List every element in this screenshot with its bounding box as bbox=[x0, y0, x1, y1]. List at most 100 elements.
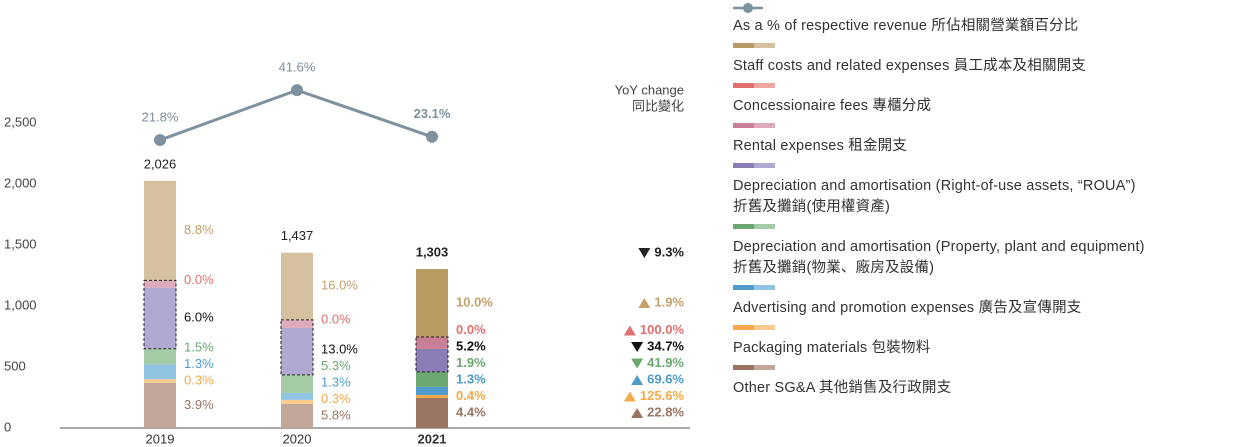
bar-segment bbox=[281, 403, 313, 428]
y-tick-label: 1,000 bbox=[4, 297, 37, 312]
share-label: 0.3% bbox=[184, 372, 214, 387]
share-label: 4.4% bbox=[456, 404, 486, 419]
legend-entry: Depreciation and amortisation (Right-of-… bbox=[733, 163, 1253, 218]
yoy-label: 69.6% bbox=[647, 371, 684, 386]
bar-segment bbox=[416, 371, 448, 387]
share-label: 5.3% bbox=[321, 358, 351, 373]
bar-segment bbox=[281, 252, 313, 320]
x-tick-label: 2020 bbox=[283, 431, 312, 446]
swatch-light bbox=[754, 325, 775, 330]
bar-segment bbox=[144, 382, 176, 428]
y-tick-label: 0 bbox=[4, 419, 11, 434]
bar-segment bbox=[281, 399, 313, 404]
legend-marker bbox=[733, 2, 1253, 14]
bar-segment bbox=[281, 319, 313, 328]
legend-entry: Advertising and promotion expenses 廣告及宣傳… bbox=[733, 285, 1253, 319]
swatch-light bbox=[754, 163, 775, 168]
swatch-dark bbox=[733, 325, 754, 330]
total-label: 1,437 bbox=[281, 228, 314, 243]
yoy-arrow bbox=[623, 325, 636, 336]
legend-swatch bbox=[733, 163, 1253, 168]
yoy-arrow bbox=[631, 407, 644, 418]
share-label: 1.9% bbox=[456, 355, 486, 370]
yoy-title: YoY change bbox=[615, 82, 684, 97]
legend-entry: Packaging materials 包裝物料 bbox=[733, 325, 1253, 359]
share-label: 1.3% bbox=[184, 356, 214, 371]
legend-label: Staff costs and related expenses 員工成本及相關… bbox=[733, 58, 1087, 74]
yoy-label: 41.9% bbox=[647, 355, 684, 370]
bar-segment bbox=[416, 386, 448, 395]
bar-segment bbox=[416, 269, 448, 337]
yoy-arrow bbox=[638, 298, 651, 309]
swatch-light bbox=[754, 224, 775, 229]
share-label: 0.0% bbox=[321, 311, 351, 326]
highlight-box bbox=[280, 319, 314, 376]
legend-swatch bbox=[733, 43, 1253, 48]
x-tick-label: 2021 bbox=[418, 431, 447, 446]
legend-entry: Other SG&A 其他銷售及行政開支 bbox=[733, 365, 1253, 399]
line-point bbox=[426, 130, 438, 143]
y-tick-label: 1,500 bbox=[4, 236, 37, 251]
legend-label: Depreciation and amortisation (Right-of-… bbox=[733, 178, 1136, 215]
x-tick-label: 2019 bbox=[146, 431, 175, 446]
bar-segment bbox=[416, 397, 448, 428]
swatch-light bbox=[754, 285, 775, 290]
line bbox=[159, 88, 433, 142]
yoy-label: 125.6% bbox=[640, 388, 685, 403]
bar-segment bbox=[144, 287, 176, 349]
yoy-label: 34.7% bbox=[647, 338, 684, 353]
bar-segment bbox=[144, 180, 176, 281]
legend-label: Depreciation and amortisation (Property,… bbox=[733, 239, 1145, 276]
share-label: 5.8% bbox=[321, 407, 351, 422]
legend-line-icon bbox=[733, 3, 763, 13]
bar-segment bbox=[281, 392, 313, 400]
share-label: 13.0% bbox=[321, 341, 358, 356]
y-tick-label: 2,000 bbox=[4, 175, 37, 190]
bar-segment bbox=[144, 280, 176, 288]
chart: 0 500 1,000 1,500 2,000 2,500 2019 2,026 3.9% 0.3… bbox=[4, 60, 690, 446]
share-label: 0.0% bbox=[456, 322, 486, 337]
share-label: 16.0% bbox=[321, 278, 358, 293]
legend-label: Other SG&A 其他銷售及行政開支 bbox=[733, 380, 952, 396]
share-label: 1.3% bbox=[456, 371, 486, 386]
swatch-dark bbox=[733, 224, 754, 229]
yoy-arrow bbox=[638, 248, 651, 259]
swatch-dark bbox=[733, 163, 754, 168]
highlight-box bbox=[415, 336, 449, 373]
yoy-arrow bbox=[631, 341, 644, 352]
y-tick-label: 2,500 bbox=[4, 114, 37, 129]
share-label: 6.0% bbox=[184, 310, 214, 325]
total-label: 1,303 bbox=[416, 244, 449, 259]
yoy-arrow bbox=[631, 358, 644, 369]
legend-entry: Staff costs and related expenses 員工成本及相關… bbox=[733, 43, 1253, 77]
bar-segment bbox=[144, 348, 176, 365]
yoy-arrow bbox=[623, 391, 636, 402]
legend-swatch bbox=[733, 123, 1253, 128]
swatch-dark bbox=[733, 285, 754, 290]
bar-segment bbox=[144, 364, 176, 380]
bar-segment bbox=[416, 348, 448, 372]
share-label: 1.5% bbox=[184, 339, 214, 354]
bar-segment bbox=[281, 374, 313, 393]
legend-entry: As a % of respective revenue 所佔相關營業額百分比 bbox=[733, 2, 1253, 37]
legend-label: As a % of respective revenue 所佔相關營業額百分比 bbox=[733, 18, 1079, 34]
share-label: 1.3% bbox=[321, 374, 351, 389]
bar-segment bbox=[416, 336, 448, 349]
y-tick-label: 500 bbox=[4, 358, 26, 373]
legend-label: Rental expenses 租金開支 bbox=[733, 138, 908, 154]
line-point bbox=[154, 134, 166, 147]
legend-entry: Rental expenses 租金開支 bbox=[733, 123, 1253, 157]
legend: As a % of respective revenue 所佔相關營業額百分比 S… bbox=[733, 2, 1253, 405]
legend-label: Concessionaire fees 專櫃分成 bbox=[733, 98, 932, 114]
yoy-label: 100.0% bbox=[640, 322, 685, 337]
swatch-light bbox=[754, 83, 775, 88]
yoy-label: 22.8% bbox=[647, 404, 684, 419]
line-label: 41.6% bbox=[279, 60, 316, 75]
bar-segment bbox=[416, 394, 448, 398]
legend-swatch bbox=[733, 285, 1253, 290]
legend-swatch bbox=[733, 224, 1253, 229]
bar-segment bbox=[144, 379, 176, 383]
total-label: 2,026 bbox=[144, 156, 177, 171]
share-label: 0.4% bbox=[456, 388, 486, 403]
